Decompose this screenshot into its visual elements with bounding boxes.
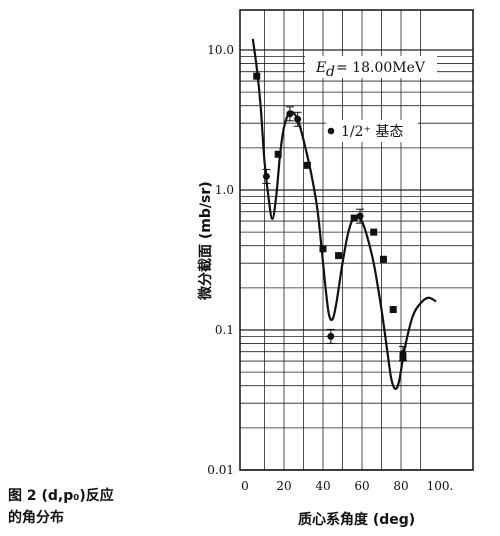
y-tick-label: 0.1 — [215, 323, 234, 337]
caption-line-1: 图 2 (d,p₀)反应 — [8, 488, 114, 504]
figure-caption: 图 2 (d,p₀)反应 的角分布 — [8, 485, 114, 529]
x-tick-label: 40 — [315, 479, 330, 493]
y-tick-label: 1.0 — [215, 183, 234, 197]
data-points — [253, 72, 407, 362]
data-point-square — [350, 214, 358, 222]
legend-marker — [327, 127, 335, 135]
grid — [240, 10, 473, 471]
caption-line-2: 的角分布 — [8, 510, 64, 526]
fit-curve — [251, 38, 437, 391]
data-point-square — [319, 245, 327, 253]
data-point-circle — [286, 110, 294, 118]
data-point-square — [303, 161, 311, 169]
y-tick-label: 0.01 — [207, 463, 234, 477]
data-point-circle — [294, 115, 302, 123]
fit-curve-group — [251, 38, 437, 391]
y-axis-title: 微分截面 (mb/sr) — [197, 181, 214, 301]
tick-labels: 0 20 40 60 80 100. 10.0 1.0 0.1 0.01 — [207, 43, 453, 493]
data-point-circle — [356, 212, 364, 220]
plot-border — [239, 9, 474, 471]
x-tick-label: 0 — [241, 479, 249, 493]
plot-frame — [239, 9, 474, 471]
energy-annotation: E d = 18.00MeV — [305, 56, 437, 80]
energy-symbol: E — [315, 60, 326, 76]
x-tick-label: 20 — [276, 479, 291, 493]
energy-value: = 18.00MeV — [336, 60, 426, 76]
data-point-circle — [327, 332, 335, 340]
x-tick-label: 80 — [393, 479, 408, 493]
x-axis-title: 质心系角度 (deg) — [298, 511, 415, 528]
legend-label: 1/2⁺ 基态 — [341, 123, 403, 140]
data-point-square — [389, 306, 397, 314]
data-point-circle — [262, 172, 270, 180]
data-point-square — [370, 228, 378, 236]
data-point-square — [274, 150, 282, 158]
energy-subscript: d — [326, 64, 335, 80]
y-tick-label: 10.0 — [207, 43, 234, 57]
x-tick-label: 60 — [354, 479, 369, 493]
data-point-square — [335, 252, 343, 260]
data-point-circle — [399, 349, 407, 357]
x-tick-label: 100. — [427, 479, 454, 493]
data-point-square — [379, 255, 387, 263]
data-point-square — [253, 72, 261, 80]
legend: 1/2⁺ 基态 — [326, 120, 418, 142]
